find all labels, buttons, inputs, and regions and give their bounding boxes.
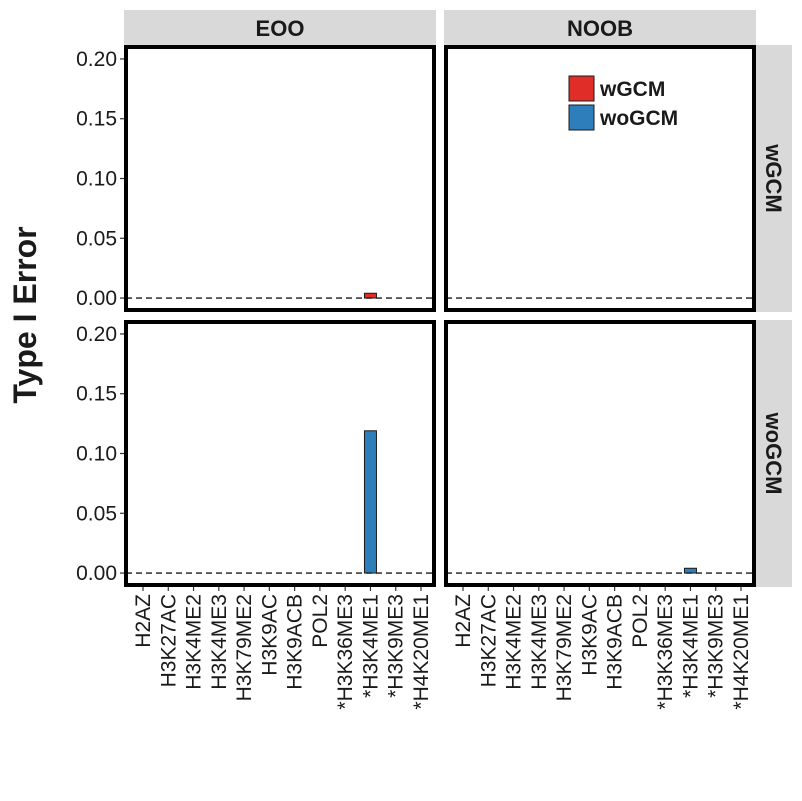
strip-wogcm bbox=[756, 320, 792, 587]
x-tick-label: H3K4ME3 bbox=[528, 594, 551, 690]
x-tick-label: *H3K4ME1 bbox=[679, 594, 702, 698]
strip-label-wgcm: wGCM bbox=[761, 143, 786, 212]
panel-background bbox=[446, 47, 754, 310]
x-tick-label: H3K79ME2 bbox=[553, 594, 576, 701]
x-tick-label: *H4K20ME1 bbox=[730, 594, 753, 710]
panel-noob-wgcm bbox=[444, 45, 756, 312]
panel-background bbox=[126, 322, 434, 585]
x-tick-label: *H3K4ME1 bbox=[359, 594, 382, 698]
x-tick-label: H2AZ bbox=[132, 594, 155, 648]
bar-star-h3k4me1 bbox=[363, 430, 377, 574]
x-tick-label: *H3K36ME3 bbox=[334, 594, 357, 710]
y-axis-label: Type I Error bbox=[7, 226, 43, 403]
legend: wGCM woGCM bbox=[568, 75, 678, 131]
strip-wgcm bbox=[756, 45, 792, 312]
row-strips: wGCM woGCM bbox=[756, 45, 792, 587]
panel-border bbox=[444, 320, 756, 587]
panel-border bbox=[124, 320, 436, 587]
x-tick-label: *H4K20ME1 bbox=[410, 594, 433, 710]
y-tick-label: 0.15 bbox=[76, 108, 117, 131]
x-tick-label: POL2 bbox=[629, 594, 652, 648]
y-tick-label: 0.20 bbox=[76, 323, 117, 346]
legend-key-wogcm bbox=[568, 104, 595, 131]
x-tick-label: H3K4ME2 bbox=[503, 594, 526, 690]
panel-eoo-wogcm bbox=[124, 320, 436, 587]
y-tick-label: 0.20 bbox=[76, 48, 117, 71]
strip-label-eoo: EOO bbox=[256, 16, 305, 41]
x-tick-label: *H3K9ME3 bbox=[385, 594, 408, 698]
x-tick-label: H3K9ACB bbox=[284, 594, 307, 690]
y-tick-label: 0.05 bbox=[76, 227, 117, 250]
x-tick-label: H3K9AC bbox=[258, 594, 281, 676]
strip-label-noob: NOOB bbox=[567, 16, 633, 41]
panel-eoo-wgcm bbox=[124, 45, 436, 312]
y-tick-label: 0.15 bbox=[76, 383, 117, 406]
y-tick-label: 0.05 bbox=[76, 502, 117, 525]
bar-star-h3k4me1 bbox=[683, 567, 697, 574]
x-tick-label: H3K27AC bbox=[157, 594, 180, 687]
y-axes: 0.00 0.05 0.10 0.15 0.20 0.00 0.05 0.10 0.15 0.20 bbox=[76, 48, 124, 585]
y-tick-label: 0.00 bbox=[76, 287, 117, 310]
strip-label-wogcm: woGCM bbox=[761, 412, 786, 495]
legend-label-wogcm: woGCM bbox=[599, 107, 678, 130]
column-strips: EOO NOOB bbox=[124, 10, 756, 45]
panel-border bbox=[444, 45, 756, 312]
y-axis-wgcm: 0.00 0.05 0.10 0.15 0.20 bbox=[76, 48, 124, 310]
x-axis-eoo: H2AZ H3K27AC H3K4ME2 H3K4ME3 H3K79ME2 H3K9AC H… bbox=[132, 587, 433, 710]
y-axis-wogcm: 0.00 0.05 0.10 0.15 0.20 bbox=[76, 323, 124, 585]
x-tick-label: H3K4ME3 bbox=[208, 594, 231, 690]
panels bbox=[124, 45, 756, 587]
x-tick-label: H3K4ME2 bbox=[183, 594, 206, 690]
x-axis-noob: H2AZ H3K27AC H3K4ME2 H3K4ME3 H3K79ME2 H3K9AC H… bbox=[452, 587, 753, 710]
x-axes: H2AZ H3K27AC H3K4ME2 H3K4ME3 H3K79ME2 H3K9AC H… bbox=[132, 587, 753, 710]
x-tick-label: *H3K36ME3 bbox=[654, 594, 677, 710]
y-tick-label: 0.10 bbox=[76, 168, 117, 191]
panel-noob-wogcm bbox=[444, 320, 756, 587]
legend-key-wgcm bbox=[568, 75, 595, 102]
x-tick-label: H3K9ACB bbox=[604, 594, 627, 690]
x-tick-label: H3K9AC bbox=[578, 594, 601, 676]
strip-eoo bbox=[124, 10, 436, 45]
y-tick-label: 0.00 bbox=[76, 562, 117, 585]
x-tick-label: H2AZ bbox=[452, 594, 475, 648]
bar-star-h3k4me1 bbox=[363, 292, 377, 299]
panel-border bbox=[124, 45, 436, 312]
panel-background bbox=[126, 47, 434, 310]
legend-label-wgcm: wGCM bbox=[599, 78, 665, 101]
strip-noob bbox=[444, 10, 756, 45]
panel-background bbox=[446, 322, 754, 585]
x-tick-label: H3K27AC bbox=[477, 594, 500, 687]
x-tick-label: *H3K9ME3 bbox=[705, 594, 728, 698]
x-tick-label: POL2 bbox=[309, 594, 332, 648]
x-tick-label: H3K79ME2 bbox=[233, 594, 256, 701]
y-tick-label: 0.10 bbox=[76, 443, 117, 466]
